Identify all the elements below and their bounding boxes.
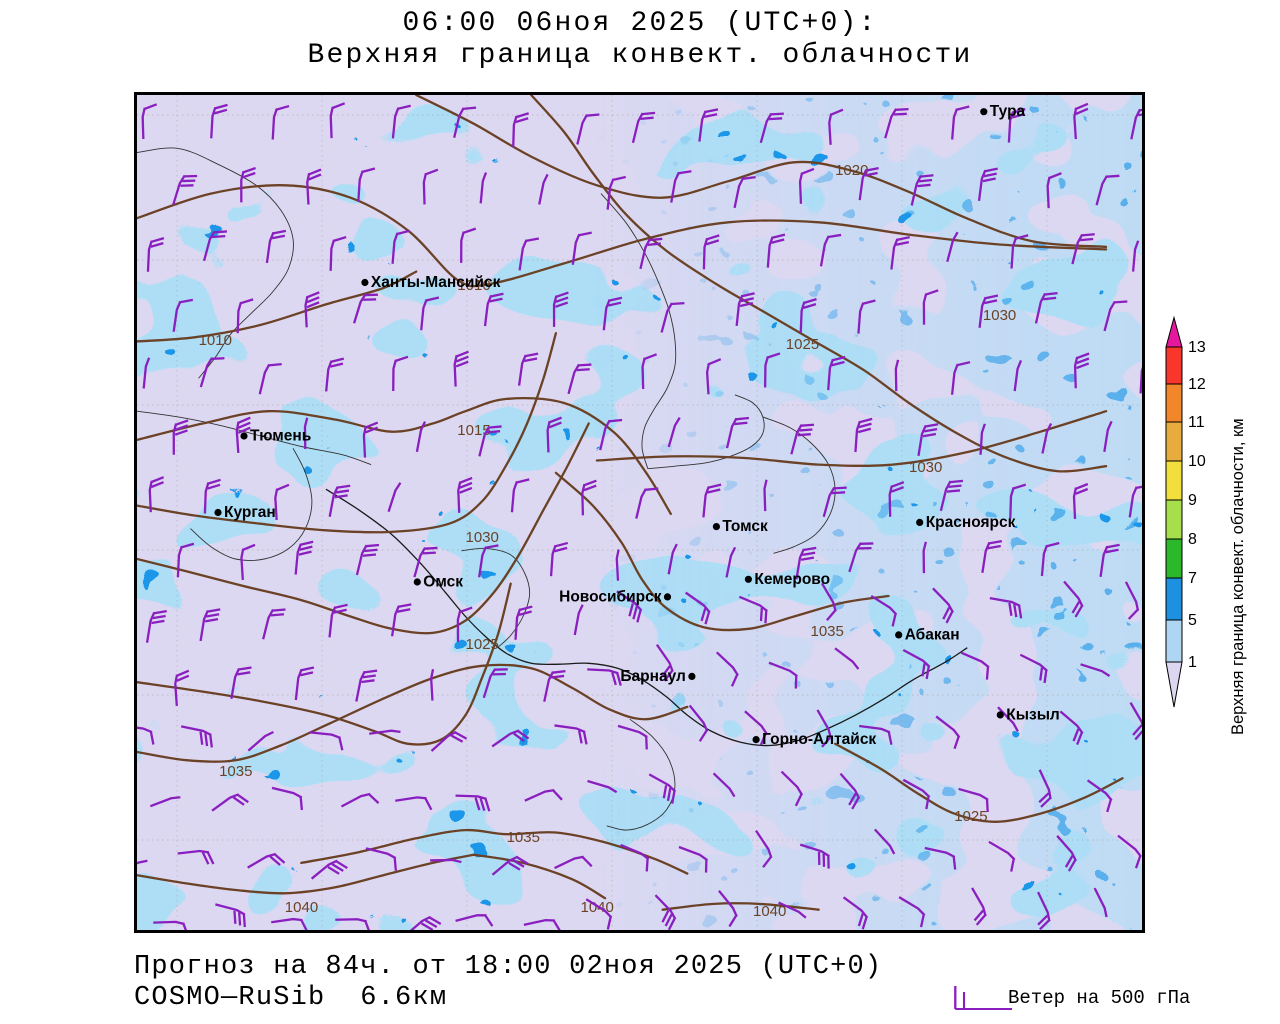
svg-text:1035: 1035 <box>507 829 540 846</box>
svg-text:1025: 1025 <box>954 808 987 825</box>
svg-text:1040: 1040 <box>285 899 318 916</box>
svg-text:Тура: Тура <box>990 103 1026 120</box>
svg-text:1035: 1035 <box>219 763 252 780</box>
svg-text:Кемерово: Кемерово <box>754 571 830 588</box>
svg-text:1035: 1035 <box>811 623 844 640</box>
svg-text:1030: 1030 <box>466 529 499 546</box>
svg-text:10: 10 <box>1188 453 1206 470</box>
svg-text:Омск: Омск <box>423 574 463 591</box>
svg-text:Верхняя граница конвект. облач: Верхняя граница конвект. облачности, км <box>1229 418 1247 735</box>
svg-text:Кызыл: Кызыл <box>1006 706 1060 723</box>
svg-text:1030: 1030 <box>983 307 1016 324</box>
svg-text:5: 5 <box>1188 612 1197 629</box>
svg-text:Красноярск: Красноярск <box>926 514 1016 531</box>
svg-text:9: 9 <box>1188 492 1197 509</box>
svg-text:11: 11 <box>1188 414 1205 431</box>
svg-text:Ханты-Мансийск: Ханты-Мансийск <box>371 274 501 291</box>
svg-text:Ветер на 500 гПа: Ветер на 500 гПа <box>1008 987 1190 1009</box>
svg-text:Томск: Томск <box>722 518 768 535</box>
svg-text:Горно-Алтайск: Горно-Алтайск <box>762 731 876 748</box>
svg-text:8: 8 <box>1188 531 1197 548</box>
svg-text:1025: 1025 <box>466 636 499 653</box>
svg-text:Барнаул: Барнаул <box>620 668 685 685</box>
svg-text:7: 7 <box>1188 570 1197 587</box>
svg-text:Курган: Курган <box>224 504 276 521</box>
svg-text:Тюмень: Тюмень <box>250 428 311 445</box>
svg-text:Новосибирск: Новосибирск <box>559 588 662 605</box>
svg-text:13: 13 <box>1188 339 1206 356</box>
svg-text:1040: 1040 <box>753 903 786 920</box>
svg-text:1010: 1010 <box>199 332 232 349</box>
svg-text:1015: 1015 <box>457 422 490 439</box>
svg-text:1: 1 <box>1188 654 1197 671</box>
svg-text:1025: 1025 <box>786 336 819 353</box>
svg-text:12: 12 <box>1188 376 1206 393</box>
svg-text:1030: 1030 <box>909 459 942 476</box>
svg-text:Абакан: Абакан <box>905 626 960 643</box>
